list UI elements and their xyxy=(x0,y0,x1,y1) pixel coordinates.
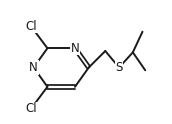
Text: N: N xyxy=(71,42,79,55)
Text: N: N xyxy=(29,61,38,74)
Text: Cl: Cl xyxy=(25,20,37,33)
Text: S: S xyxy=(115,61,123,74)
Text: Cl: Cl xyxy=(25,102,37,115)
